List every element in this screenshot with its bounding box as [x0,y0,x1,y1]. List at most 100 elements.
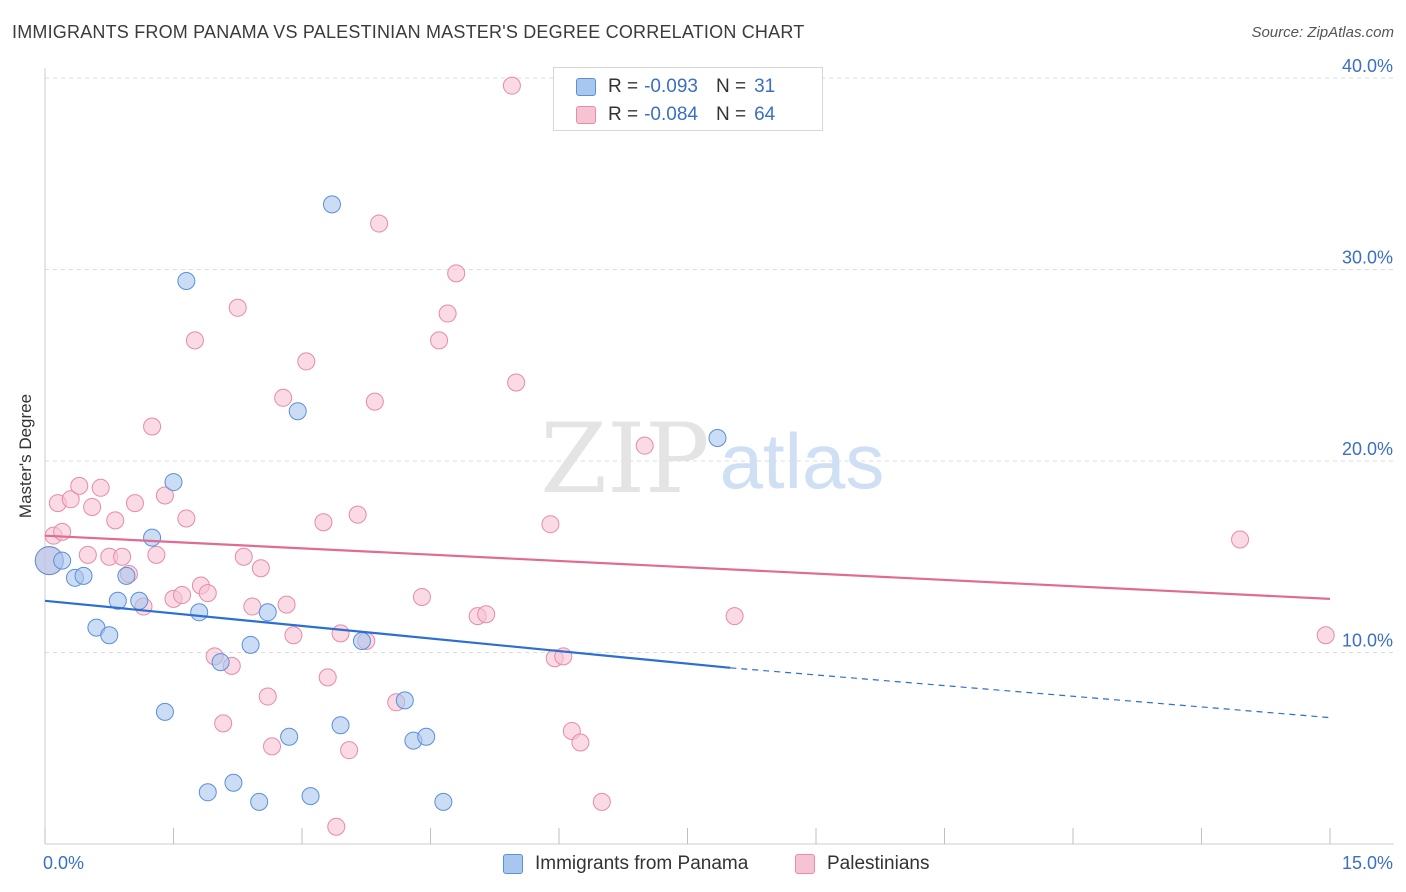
panama-point [331,716,350,735]
watermark-atlas: atlas [720,417,885,505]
palestinians-point [507,373,526,392]
palestinians-point [147,545,166,564]
palestinians-point [297,352,316,371]
bottom-legend-panama: Immigrants from Panama [503,852,748,876]
palestinians-point [370,214,389,233]
bottom-legend-swatch-panama [503,854,523,874]
legend-swatch-palestinians [576,106,596,124]
panama-trend-extension [730,667,1331,719]
palestinians-point [70,476,89,495]
axes [44,68,1394,845]
palestinians-point [1316,626,1335,645]
palestinians-point [541,515,560,534]
palestinians-point [447,264,466,283]
stats-legend: R = -0.093 N = 31 R = -0.084 N = 64 [553,67,823,131]
panama-point [258,603,277,622]
palestinians-point [91,478,110,497]
palestinians-point [214,714,233,733]
panama-point [74,566,93,585]
palestinians-point [412,587,431,606]
palestinians-point [274,388,293,407]
panama-point [198,783,217,802]
panama-point [143,528,162,547]
panama-point [417,727,436,746]
bottom-legend-label-panama: Immigrants from Panama [535,853,749,874]
legend-n-value: 31 [754,76,776,97]
palestinians-point [571,733,590,752]
palestinians-point [113,547,132,566]
palestinians-point [438,304,457,323]
palestinians-point [277,595,296,614]
legend-r-label: R = [608,104,639,125]
palestinians-point [251,559,270,578]
palestinians-point [61,490,80,509]
palestinians-point [318,668,337,687]
palestinians-point [228,298,247,317]
bottom-legend-label-palestinians: Palestinians [827,853,930,874]
palestinians-point [78,545,97,564]
palestinians-point [340,741,359,760]
legend-r-value: -0.084 [644,104,698,125]
palestinians-point [477,605,496,624]
panama-point [241,635,260,654]
bottom-legend-swatch-palestinians [795,854,815,874]
palestinians-point [243,597,262,616]
panama-point [164,473,183,492]
legend-r-value: -0.093 [644,76,698,97]
panama-point [177,271,196,290]
panama-point [288,402,307,421]
y-tick-label: 40.0% [1342,56,1393,76]
panama-point [108,591,127,610]
palestinians-point [1231,530,1250,549]
palestinians-point [125,494,144,513]
panama-point [53,551,72,570]
tick-labels: 10.0% 20.0% 30.0% 40.0% 0.0% 15.0% [43,56,1393,873]
palestinians-point [327,817,346,836]
watermark-zip: ZIP [540,403,709,515]
palestinians-point [173,586,192,605]
panama-point [395,691,414,710]
palestinians-point [143,417,162,436]
palestinians-point [331,624,350,643]
y-axis-label: Master's Degree [16,393,35,519]
legend-n-label: N = [715,104,747,125]
chart-title: IMMIGRANTS FROM PANAMA VS PALESTINIAN MA… [12,22,805,42]
x-tick-label: 0.0% [43,853,84,873]
palestinians-point [106,511,125,530]
panama-point [130,591,149,610]
panama-point [155,702,174,721]
source-label: Source: ZipAtlas.com [1251,24,1394,41]
palestinians-point [177,509,196,528]
panama-point [190,603,209,622]
palestinians-trend-line [44,534,1331,600]
palestinians-point [263,737,282,756]
y-tick-label: 10.0% [1342,631,1393,651]
panama-point [117,566,136,585]
panama-trend-line [44,599,731,669]
legend-row-panama: R = -0.093 N = 31 [576,73,775,101]
legend-r-label: R = [608,76,639,97]
y-tick-label: 20.0% [1342,439,1393,459]
legend-n-label: N = [715,76,747,97]
panama-point [301,787,320,806]
palestinians-point [234,547,253,566]
palestinians-point [284,626,303,645]
panama-point [211,653,230,672]
legend-swatch-panama [576,78,596,96]
panama-point [352,632,371,651]
palestinians-point [635,436,654,455]
palestinians-point [430,331,449,350]
panama-point [708,429,727,448]
palestinians-point [348,505,367,524]
palestinians-point [185,331,204,350]
panama-point [250,792,269,811]
panama-point [434,792,453,811]
panama-point [100,626,119,645]
grid-lines [45,77,1394,653]
palestinians-point [198,584,217,603]
y-tick-label: 30.0% [1342,248,1393,268]
palestinians-point [502,76,521,95]
legend-n-value: 64 [754,104,776,125]
trend-lines [44,534,1331,719]
